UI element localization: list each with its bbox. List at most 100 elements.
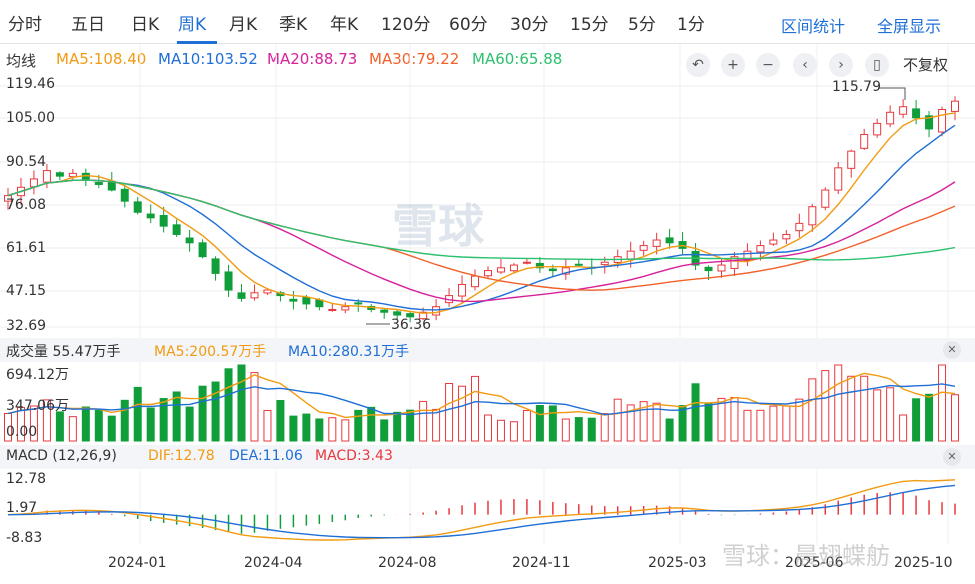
candle-body: [133, 201, 142, 213]
volume-bar: [224, 368, 233, 442]
volume-bar: [159, 398, 168, 442]
candle-body: [211, 258, 220, 274]
fullscreen-button[interactable]: 全屏显示: [877, 17, 942, 36]
volume-bar: [600, 413, 609, 442]
volume-title: 成交量 55.47万手: [6, 344, 121, 360]
volume-bar: [522, 410, 531, 442]
tab-15min[interactable]: 15分: [570, 15, 609, 35]
candle-body: [315, 299, 324, 308]
candle-icon[interactable]: ▯: [865, 53, 889, 77]
date-tick: 2024-01: [108, 555, 167, 571]
tab-monthly-k[interactable]: 月K: [229, 15, 258, 35]
volume-bar: [574, 417, 583, 442]
tab-30min[interactable]: 30分: [510, 15, 549, 35]
date-tick: 2024-04: [244, 555, 303, 571]
candle-body: [535, 262, 544, 269]
tab-daily-k[interactable]: 日K: [131, 15, 160, 35]
candle-body: [665, 237, 674, 244]
candle-body: [185, 237, 194, 244]
candle-body: [795, 222, 804, 232]
candle-body: [860, 133, 869, 149]
volume-bar: [107, 415, 116, 442]
volume-bar: [341, 419, 350, 442]
candle-body: [886, 111, 895, 125]
macd-dif-line: [7, 479, 956, 541]
chevron-left-icon[interactable]: ‹: [793, 53, 817, 77]
tab-1min[interactable]: 1分: [677, 15, 705, 35]
volume-bar: [626, 404, 635, 442]
candle-body: [600, 261, 609, 266]
volume-bar: [419, 400, 428, 442]
volume-ma10-line: [7, 383, 956, 416]
volume-tick: 0.00: [6, 424, 38, 440]
volume-bar: [717, 397, 726, 442]
volume-bar: [315, 418, 324, 442]
tab-weekly-k[interactable]: 周K: [178, 15, 207, 35]
tab-120min[interactable]: 120分: [381, 15, 431, 35]
candle-body: [328, 308, 337, 311]
candle-body: [224, 271, 233, 291]
ma30-legend: MA30:79.22: [369, 50, 460, 68]
volume-bar: [458, 385, 467, 442]
candle-body: [548, 268, 557, 272]
volume-bar: [29, 405, 38, 442]
volume-bar: [146, 407, 155, 442]
tab-5min[interactable]: 5分: [628, 15, 656, 35]
volume-bar: [16, 406, 25, 442]
candle-body: [639, 245, 648, 251]
volume-bar: [938, 364, 947, 442]
macd-panel-header: MACD (12,26,9) DIF:12.78 DEA:11.06 MACD:…: [0, 445, 975, 469]
volume-bar: [613, 398, 622, 442]
price-adjust-toggle[interactable]: 不复权: [903, 56, 949, 74]
ma60-legend: MA60:65.88: [472, 50, 563, 68]
candle-body: [42, 170, 51, 183]
volume-bar: [432, 408, 441, 442]
undo-icon[interactable]: ↶: [686, 53, 710, 77]
close-icon[interactable]: ✕: [943, 341, 961, 359]
ma-legend-title: 均线: [6, 52, 37, 70]
volume-bar: [886, 387, 895, 442]
date-tick: 2025-06: [785, 555, 844, 571]
volume-bar: [133, 386, 142, 442]
zoom-in-icon[interactable]: +: [721, 53, 745, 77]
candle-body: [704, 266, 713, 272]
zoom-out-icon[interactable]: −: [756, 53, 780, 77]
date-tick: 2024-08: [378, 555, 437, 571]
candle-body: [756, 245, 765, 253]
volume-bar: [42, 399, 51, 442]
candle-body: [821, 189, 830, 208]
range-stats-button[interactable]: 区间统计: [781, 17, 846, 36]
candle-body: [925, 115, 934, 130]
volume-bar: [445, 383, 454, 442]
macd-tick: 12.78: [6, 471, 47, 487]
volume-ma10: MA10:280.31万手: [288, 344, 410, 360]
volume-bar: [393, 411, 402, 442]
price-tick: 105.00: [6, 110, 55, 126]
macd-title: MACD (12,26,9): [6, 448, 117, 464]
tab-60min[interactable]: 60分: [449, 15, 488, 35]
tab-quarterly-k[interactable]: 季K: [279, 15, 308, 35]
volume-bar: [769, 405, 778, 442]
close-icon[interactable]: ✕: [943, 448, 961, 466]
candle-body: [55, 172, 64, 177]
tab-five-day[interactable]: 五日: [71, 15, 105, 35]
macd-value: MACD:3.43: [315, 448, 393, 464]
high-leader-line: [878, 87, 906, 100]
period-tab-bar: 分时 五日 日K 周K 月K 季K 年K 120分 60分 30分 15分 5分…: [0, 0, 975, 44]
volume-bar: [250, 372, 259, 442]
tab-intraday[interactable]: 分时: [8, 15, 42, 35]
volume-bar: [691, 383, 700, 442]
candle-body: [769, 239, 778, 245]
candle-body: [834, 167, 843, 191]
tab-yearly-k[interactable]: 年K: [330, 15, 359, 35]
price-tick: 119.46: [6, 76, 55, 92]
price-tick: 90.54: [6, 154, 47, 170]
volume-bar: [951, 394, 959, 442]
candle-body: [899, 106, 908, 115]
volume-bar: [354, 409, 363, 442]
chevron-right-icon[interactable]: ›: [829, 53, 853, 77]
volume-bar: [263, 409, 272, 442]
volume-bar: [795, 398, 804, 442]
volume-bar: [912, 398, 921, 442]
